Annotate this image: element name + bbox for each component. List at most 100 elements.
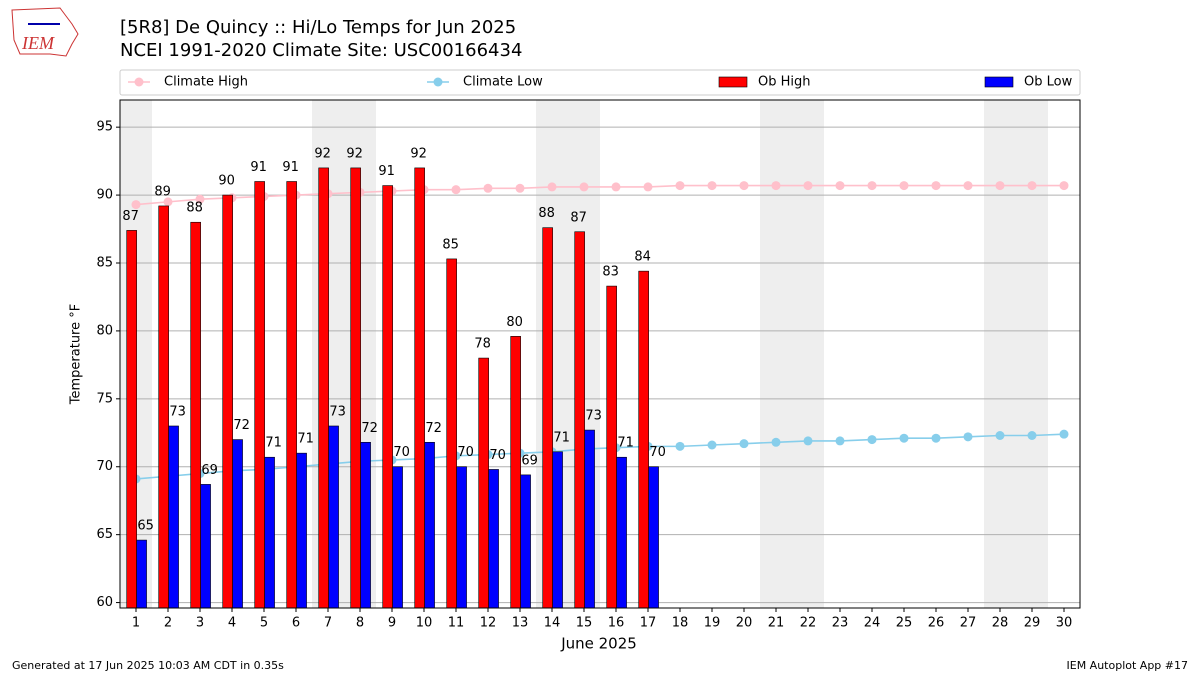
data-label: 72 — [425, 421, 442, 436]
point — [899, 181, 909, 191]
data-label: 87 — [122, 209, 139, 224]
point — [195, 194, 205, 204]
x-tick-label: 9 — [388, 616, 396, 631]
bar — [190, 221, 201, 609]
point — [931, 433, 941, 443]
x-tick-label: 16 — [608, 616, 625, 631]
bar — [318, 167, 329, 609]
x-tick-label: 12 — [480, 616, 497, 631]
data-label: 65 — [137, 519, 154, 534]
data-label: 88 — [186, 201, 203, 216]
point — [899, 433, 909, 443]
point — [931, 181, 941, 191]
point — [1059, 429, 1069, 439]
legend-swatch — [984, 76, 1014, 88]
point — [739, 439, 749, 449]
point — [835, 436, 845, 446]
x-tick-label: 17 — [640, 616, 657, 631]
bar — [158, 205, 169, 609]
x-tick-label: 27 — [960, 616, 977, 631]
bar — [254, 181, 265, 609]
y-tick-label: 75 — [96, 391, 113, 406]
x-tick-label: 2 — [164, 616, 172, 631]
bar — [446, 258, 457, 609]
chart-title: [5R8] De Quincy :: Hi/Lo Temps for Jun 2… — [120, 17, 516, 38]
y-axis-label: Temperature °F — [69, 304, 84, 405]
bar — [584, 429, 595, 609]
point — [547, 182, 557, 192]
point — [1059, 181, 1069, 191]
x-tick-label: 6 — [292, 616, 300, 631]
x-axis-label: June 2025 — [560, 635, 637, 653]
data-label: 92 — [314, 146, 331, 161]
weekend-band — [984, 100, 1016, 608]
logo-text: IEM — [21, 33, 55, 53]
legend-swatch — [433, 77, 443, 87]
data-label: 70 — [457, 445, 474, 460]
bar — [456, 466, 467, 609]
legend-swatch — [134, 77, 144, 87]
point — [1027, 430, 1037, 440]
point — [643, 182, 653, 192]
y-tick-label: 90 — [96, 188, 113, 203]
bar — [360, 441, 371, 609]
point — [611, 182, 621, 192]
legend-swatch — [718, 76, 748, 88]
x-tick-label: 30 — [1056, 616, 1073, 631]
bar — [382, 185, 393, 609]
data-label: 89 — [154, 184, 171, 199]
x-tick-label: 15 — [576, 616, 593, 631]
chart-subtitle: NCEI 1991-2020 Climate Site: USC00166434 — [120, 40, 522, 61]
data-label: 83 — [602, 265, 619, 280]
x-tick-label: 23 — [832, 616, 849, 631]
legend-label: Climate Low — [463, 75, 543, 90]
bar — [200, 484, 211, 609]
x-tick-label: 28 — [992, 616, 1009, 631]
legend-label: Ob High — [758, 75, 811, 90]
data-label: 73 — [329, 404, 346, 419]
bar — [638, 270, 649, 609]
point — [579, 182, 589, 192]
x-tick-label: 3 — [196, 616, 204, 631]
data-label: 91 — [378, 164, 395, 179]
data-label: 92 — [346, 146, 363, 161]
y-tick-label: 65 — [96, 527, 113, 542]
bar — [168, 425, 179, 609]
bar — [510, 336, 521, 609]
data-label: 71 — [617, 436, 634, 451]
bar — [616, 456, 627, 609]
point — [675, 181, 685, 191]
bar — [542, 227, 553, 609]
bar — [126, 230, 137, 609]
x-tick-label: 5 — [260, 616, 268, 631]
point — [451, 185, 461, 195]
point — [1027, 181, 1037, 191]
point — [483, 183, 493, 193]
weekend-band — [792, 100, 824, 608]
x-tick-label: 21 — [768, 616, 785, 631]
data-label: 71 — [297, 432, 314, 447]
data-label: 73 — [169, 404, 186, 419]
data-label: 91 — [250, 160, 267, 175]
x-tick-label: 10 — [416, 616, 433, 631]
point — [131, 200, 141, 210]
bar — [350, 167, 361, 609]
y-tick-label: 80 — [96, 323, 113, 338]
point — [803, 181, 813, 191]
point — [867, 181, 877, 191]
point — [515, 183, 525, 193]
x-tick-label: 24 — [864, 616, 881, 631]
data-label: 78 — [474, 337, 491, 352]
x-tick-label: 25 — [896, 616, 913, 631]
legend-frame — [119, 69, 1081, 96]
x-tick-label: 11 — [448, 616, 465, 631]
x-tick-label: 14 — [544, 616, 561, 631]
footer-right: IEM Autoplot App #17 — [1067, 659, 1189, 672]
data-label: 72 — [361, 421, 378, 436]
bar — [414, 167, 425, 609]
bar — [424, 441, 435, 609]
x-tick-label: 18 — [672, 616, 689, 631]
point — [675, 441, 685, 451]
